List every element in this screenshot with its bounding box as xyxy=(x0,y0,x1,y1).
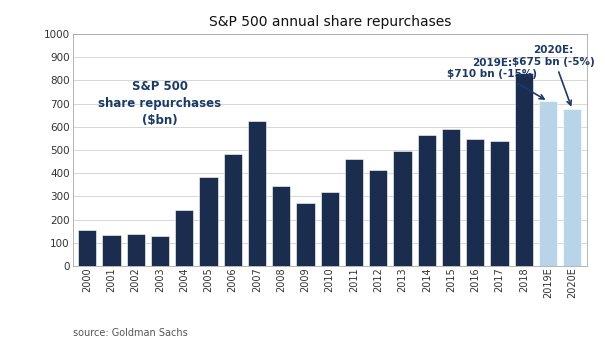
Bar xyxy=(393,151,411,266)
Text: source: Goldman Sachs: source: Goldman Sachs xyxy=(73,328,188,338)
Bar xyxy=(199,177,218,266)
Title: S&P 500 annual share repurchases: S&P 500 annual share repurchases xyxy=(209,15,451,29)
Bar xyxy=(151,236,169,266)
Bar xyxy=(248,121,266,266)
Bar xyxy=(102,235,120,266)
Bar xyxy=(563,109,581,266)
Text: 2019E:
$710 bn (-15%): 2019E: $710 bn (-15%) xyxy=(447,58,544,99)
Bar xyxy=(175,210,193,266)
Bar xyxy=(296,203,315,266)
Bar xyxy=(321,192,339,266)
Bar xyxy=(78,229,96,266)
Bar xyxy=(345,159,363,266)
Bar xyxy=(515,73,533,266)
Bar xyxy=(491,142,509,266)
Text: S&P 500
share repurchases
($bn): S&P 500 share repurchases ($bn) xyxy=(99,80,221,128)
Bar xyxy=(224,154,242,266)
Bar xyxy=(126,234,145,266)
Bar xyxy=(442,129,460,266)
Bar xyxy=(539,101,557,266)
Text: 2020E:
$675 bn (-5%): 2020E: $675 bn (-5%) xyxy=(511,45,594,105)
Bar xyxy=(272,186,290,266)
Bar xyxy=(466,139,485,266)
Bar xyxy=(417,135,436,266)
Bar xyxy=(369,170,387,266)
